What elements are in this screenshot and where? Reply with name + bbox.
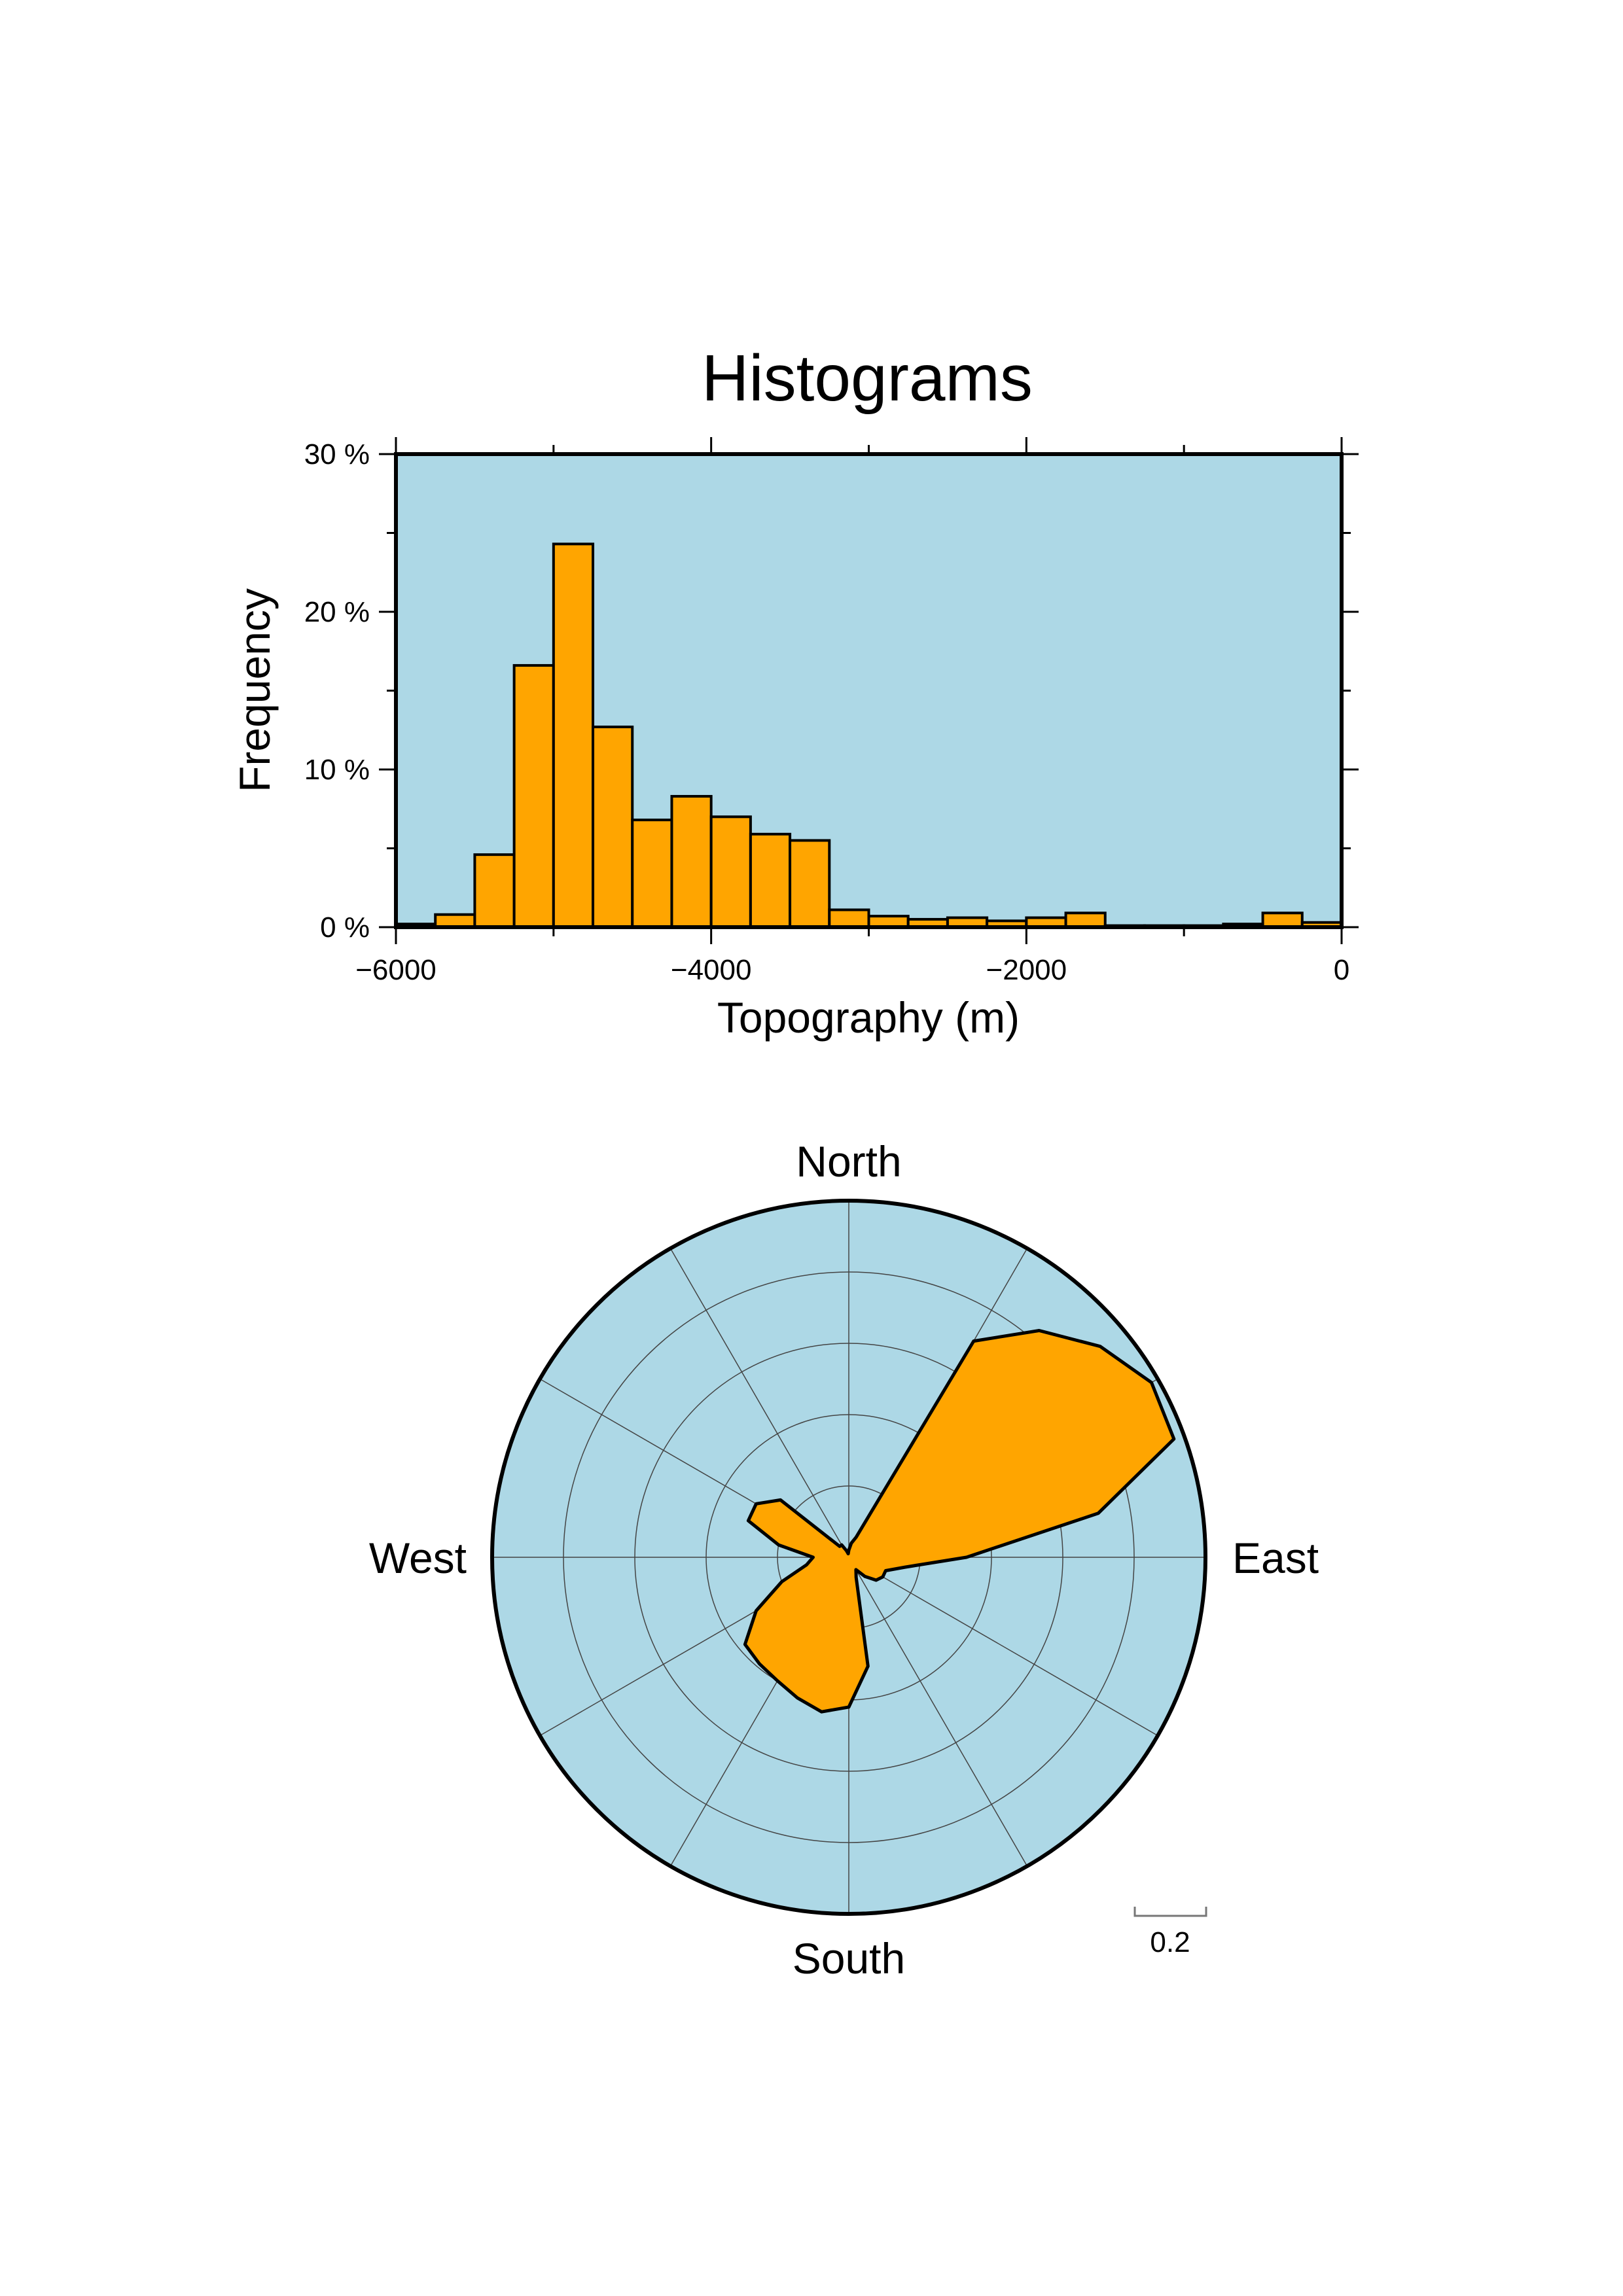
histogram-bars bbox=[395, 542, 1343, 929]
rose-grid-spoke bbox=[669, 1248, 849, 1558]
histogram-bar bbox=[592, 725, 634, 929]
histogram-bar bbox=[473, 853, 516, 929]
histogram-bar bbox=[749, 832, 792, 929]
rose-label-west: West bbox=[369, 1534, 467, 1582]
rose-label-south: South bbox=[793, 1934, 905, 1983]
histogram-y-tick-label: 10 % bbox=[304, 754, 370, 786]
histogram-bar bbox=[789, 839, 831, 928]
rose-label-east: East bbox=[1232, 1534, 1319, 1582]
histogram-bar bbox=[512, 663, 555, 928]
histogram-bar bbox=[552, 542, 595, 928]
histogram-y-tick-label: 0 % bbox=[320, 911, 370, 944]
histogram-bar bbox=[1261, 911, 1304, 929]
histogram-bar bbox=[828, 908, 870, 928]
rose-scale-bar bbox=[1133, 1907, 1207, 1917]
histogram-x-axis-label: Topography (m) bbox=[717, 993, 1020, 1042]
rose-grid-spoke bbox=[848, 1557, 1028, 1867]
histogram-x-tick-label: 0 bbox=[1334, 954, 1349, 986]
rose-grid-spoke bbox=[848, 1557, 1158, 1737]
rose-diagram: North South East West 0.2 bbox=[369, 1137, 1319, 1983]
rose-label-north: North bbox=[796, 1137, 901, 1186]
histogram-bar bbox=[670, 794, 713, 928]
histogram-x-tick-label: −4000 bbox=[671, 954, 752, 986]
histogram-x-tick-label: −6000 bbox=[355, 954, 437, 986]
rose-scale-label: 0.2 bbox=[1150, 1926, 1190, 1958]
rose-frame bbox=[490, 1199, 1207, 1916]
histogram-bar bbox=[1064, 911, 1107, 929]
histogram-y-tick-label: 30 % bbox=[304, 438, 370, 470]
histogram-x-tick-label: −2000 bbox=[986, 954, 1067, 986]
histogram-y-tick-label: 20 % bbox=[304, 596, 370, 628]
histogram-ticks: −6000 −4000 −2000 0 0 % 10 % 20 % 30 % bbox=[304, 437, 1359, 986]
histogram-bar bbox=[631, 819, 673, 928]
page-title: Histograms bbox=[702, 342, 1033, 415]
histogram-bar bbox=[709, 815, 752, 929]
rose-petals bbox=[743, 1329, 1176, 1714]
histogram-chart: −6000 −4000 −2000 0 0 % 10 % 20 % 30 % Topograp… bbox=[230, 437, 1359, 1042]
histogram-y-axis-label: Frequency bbox=[230, 588, 279, 792]
